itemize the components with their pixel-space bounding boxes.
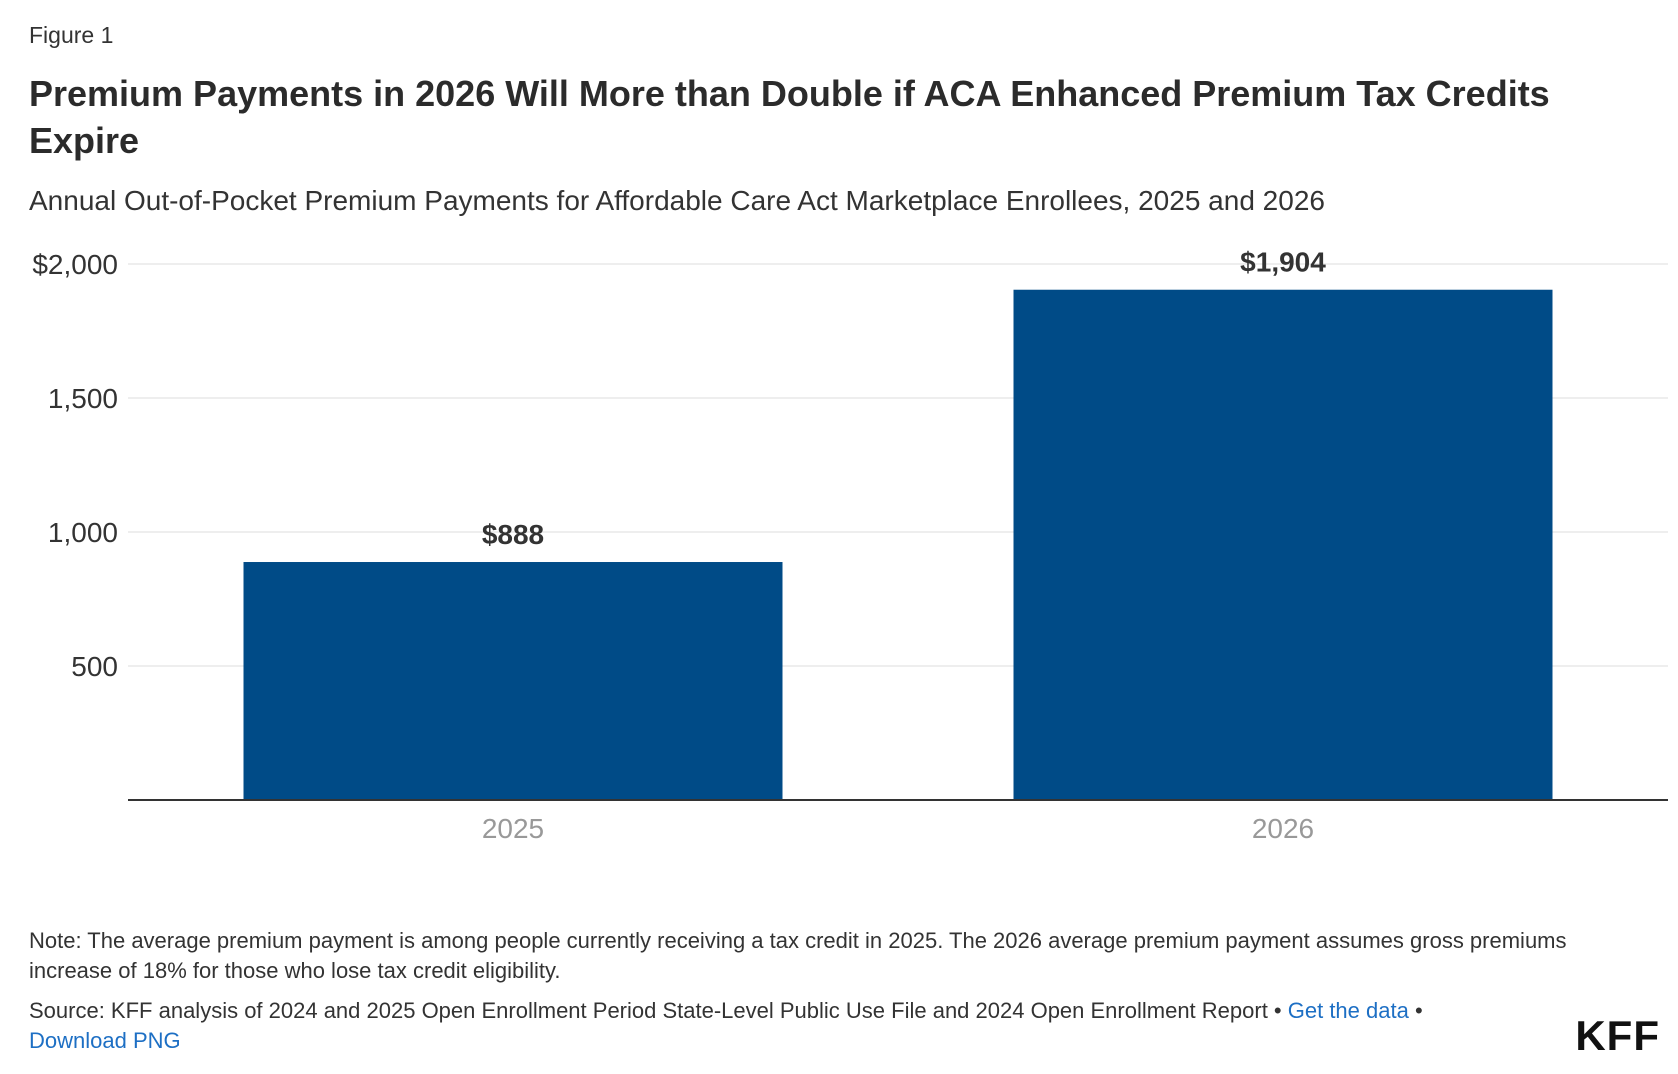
chart-source: Source: KFF analysis of 2024 and 2025 Op… — [29, 996, 1589, 1056]
figure-label: Figure 1 — [29, 22, 114, 48]
y-tick-label: 500 — [71, 651, 118, 682]
bars — [243, 289, 1553, 800]
kff-logo: KFF — [1575, 1012, 1660, 1059]
bar-chart: 500 1,000 1,500 $2,000 $888 $1,904 2025 2026 — [32, 247, 1668, 844]
download-png-link[interactable]: Download PNG — [29, 1028, 181, 1053]
separator: • — [1267, 998, 1288, 1023]
get-the-data-link[interactable]: Get the data — [1287, 998, 1409, 1023]
chart-subtitle: Annual Out-of-Pocket Premium Payments fo… — [29, 185, 1325, 216]
bar-value-label: $1,904 — [1240, 247, 1326, 278]
bar-value-label: $888 — [482, 519, 544, 550]
y-tick-label: 1,500 — [48, 383, 118, 414]
y-axis-ticks: 500 1,000 1,500 $2,000 — [32, 249, 118, 682]
bar — [243, 562, 783, 800]
chart-title: Premium Payments in 2026 Will More than … — [29, 73, 1550, 161]
x-axis-ticks: 2025 2026 — [482, 813, 1314, 844]
source-text: Source: KFF analysis of 2024 and 2025 Op… — [29, 998, 1268, 1023]
separator: • — [1408, 998, 1423, 1023]
x-tick-label: 2025 — [482, 813, 544, 844]
chart-note: Note: The average premium payment is amo… — [29, 928, 1567, 983]
y-tick-label: $2,000 — [32, 249, 118, 280]
y-tick-label: 1,000 — [48, 517, 118, 548]
bar — [1013, 289, 1553, 800]
x-tick-label: 2026 — [1252, 813, 1314, 844]
data-labels: $888 $1,904 — [482, 247, 1326, 550]
